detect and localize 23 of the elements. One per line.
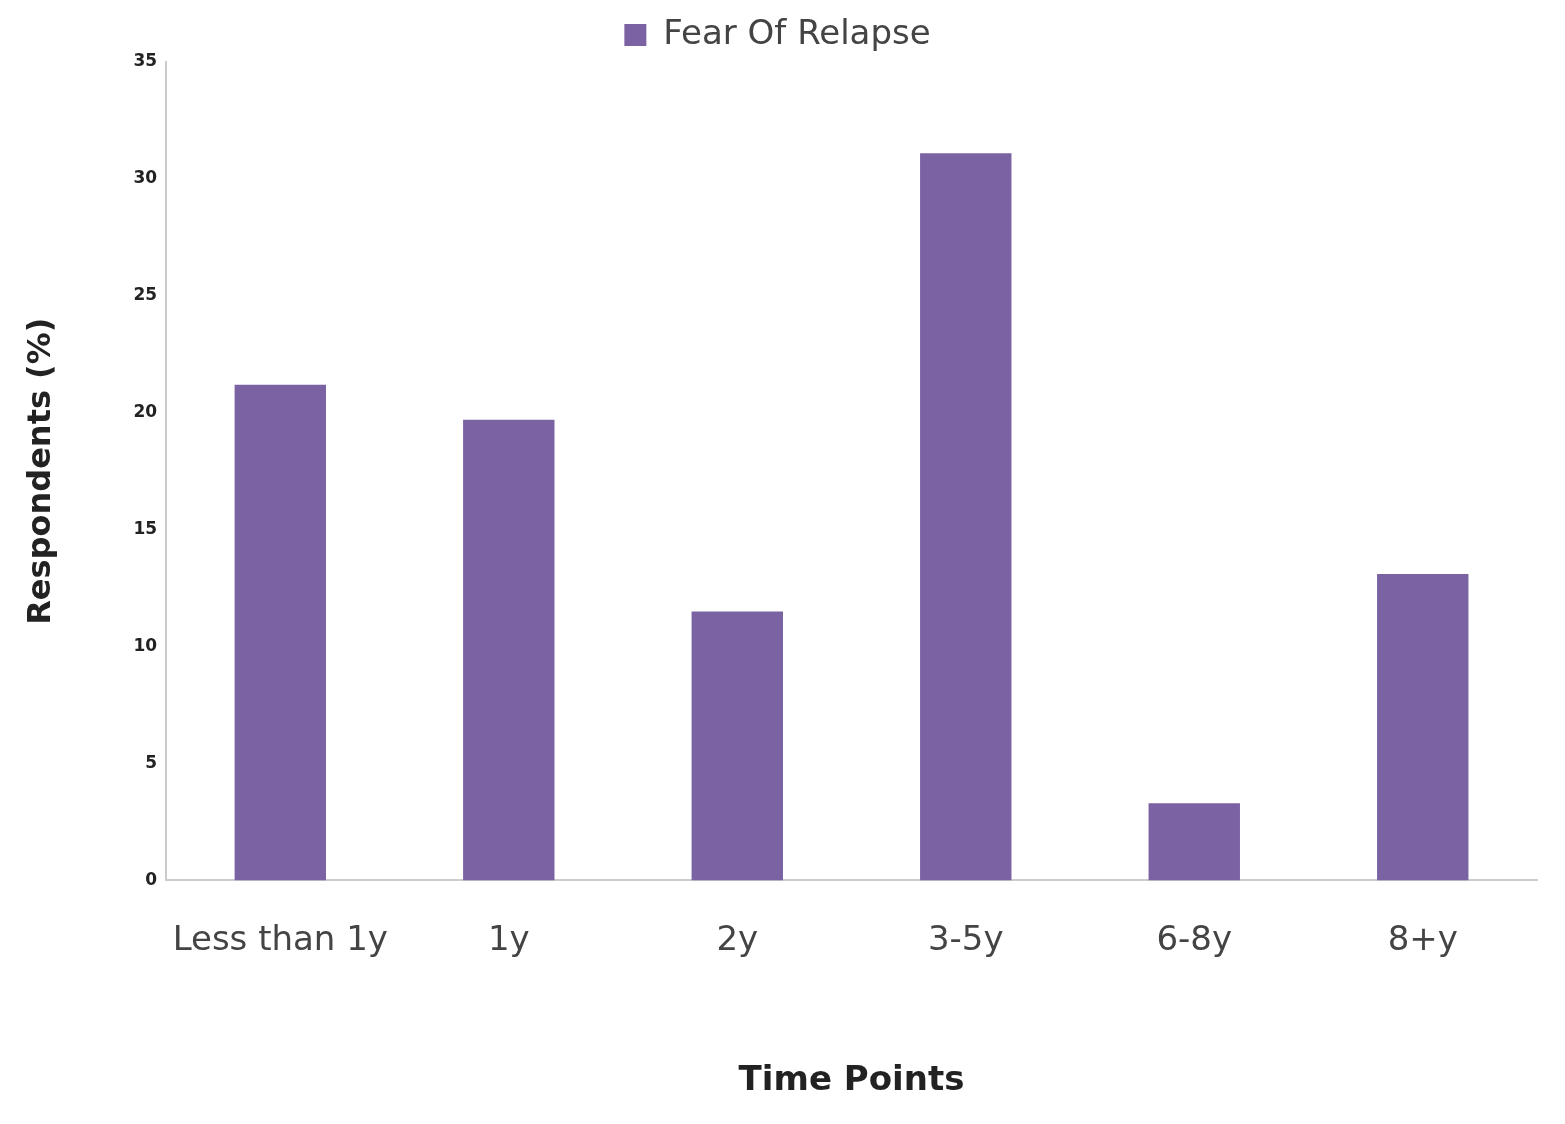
y-tick-label: 20 bbox=[133, 401, 158, 422]
x-tick-label: 1y bbox=[487, 917, 530, 958]
x-tick-label: Less than 1y bbox=[172, 917, 388, 958]
legend-label: Fear Of Relapse bbox=[663, 11, 931, 52]
y-tick-label: 35 bbox=[133, 50, 158, 71]
y-tick-label: 5 bbox=[145, 751, 158, 772]
y-axis-title: Respondents (%) bbox=[19, 317, 58, 625]
bar bbox=[920, 153, 1012, 881]
x-tick-label: 6-8y bbox=[1156, 917, 1233, 958]
y-tick-label: 10 bbox=[133, 634, 158, 655]
bar bbox=[463, 419, 555, 881]
x-tick-label: 2y bbox=[716, 917, 759, 958]
bar bbox=[234, 384, 326, 881]
x-tick-label: 3-5y bbox=[927, 917, 1004, 958]
y-tick-label: 0 bbox=[145, 868, 158, 889]
y-tick-label: 15 bbox=[133, 518, 158, 539]
y-tick-label: 30 bbox=[133, 167, 158, 188]
bar bbox=[1377, 574, 1469, 881]
x-axis-title: Time Points bbox=[738, 1058, 965, 1099]
x-tick-label: 8+y bbox=[1387, 917, 1458, 958]
bar bbox=[1148, 803, 1240, 881]
y-tick-label: 25 bbox=[133, 284, 158, 305]
bar bbox=[691, 611, 783, 881]
